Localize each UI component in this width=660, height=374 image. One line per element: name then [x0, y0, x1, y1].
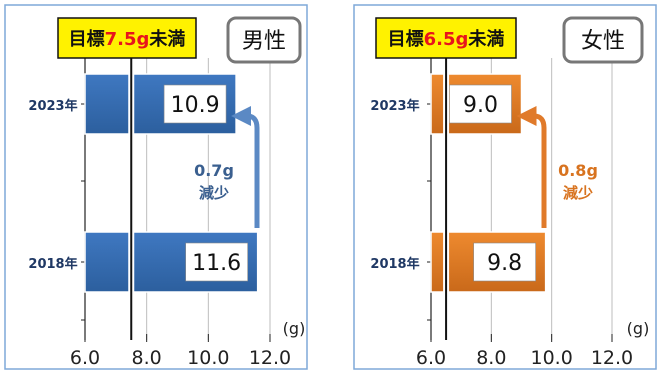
x-tick-label: 8.0	[476, 347, 506, 369]
category-label: 2023年	[28, 98, 77, 114]
category-label: 2018年	[28, 256, 77, 272]
value-label-box	[163, 84, 227, 124]
value-label-box	[449, 84, 512, 124]
gender-label: 男性	[242, 29, 286, 54]
x-tick-label: 6.0	[416, 347, 446, 369]
decrease-arrow	[231, 106, 260, 228]
x-tick-label: 6.0	[70, 347, 100, 369]
x-tick-label: 10.0	[187, 347, 229, 369]
target-callout-text: 目標7.5g未満	[69, 28, 186, 50]
chart-panel-men: 6.0 8.0 10.0 12.0 (g) 2023年 10.9 2018年 11.6 0.7g 減…	[4, 4, 308, 370]
x-tick-label: 12.0	[249, 347, 291, 369]
target-value: 6.5g	[424, 29, 469, 50]
target-suffix: 未満	[468, 28, 504, 50]
value-label: 9.0	[463, 93, 498, 118]
value-label-box	[185, 242, 248, 282]
change-amount: 0.7g	[194, 161, 234, 180]
value-label-box	[473, 242, 536, 282]
x-tick-label: 8.0	[132, 347, 162, 369]
change-amount: 0.8g	[558, 161, 598, 180]
target-value: 7.5g	[105, 29, 150, 50]
category-label: 2018年	[370, 256, 419, 272]
value-label: 11.6	[192, 251, 241, 276]
chart-panel-women: 6.0 8.0 10.0 12.0 (g) 2023年 9.0 2018年 9.8 0.8g 減少 目…	[353, 4, 657, 370]
target-callout-box	[375, 17, 517, 59]
x-tick-label: 10.0	[531, 347, 573, 369]
x-tick-label: 12.0	[591, 347, 633, 369]
x-unit-label: (g)	[283, 319, 306, 338]
decrease-arrow	[516, 106, 547, 228]
gender-label-box	[226, 16, 302, 64]
target-suffix: 未満	[149, 28, 185, 50]
category-label: 2023年	[370, 98, 419, 114]
target-prefix: 目標	[69, 28, 105, 50]
target-prefix: 目標	[388, 28, 424, 50]
change-word: 減少	[563, 184, 593, 202]
panel-border	[353, 4, 657, 370]
value-label: 9.8	[487, 251, 522, 276]
gender-label-box	[562, 16, 644, 64]
target-callout-text: 目標6.5g未満	[388, 28, 505, 50]
change-word: 減少	[199, 184, 229, 202]
gender-label: 女性	[581, 29, 625, 54]
value-label: 10.9	[171, 93, 220, 118]
target-callout-box	[57, 17, 197, 59]
x-unit-label: (g)	[627, 319, 650, 338]
